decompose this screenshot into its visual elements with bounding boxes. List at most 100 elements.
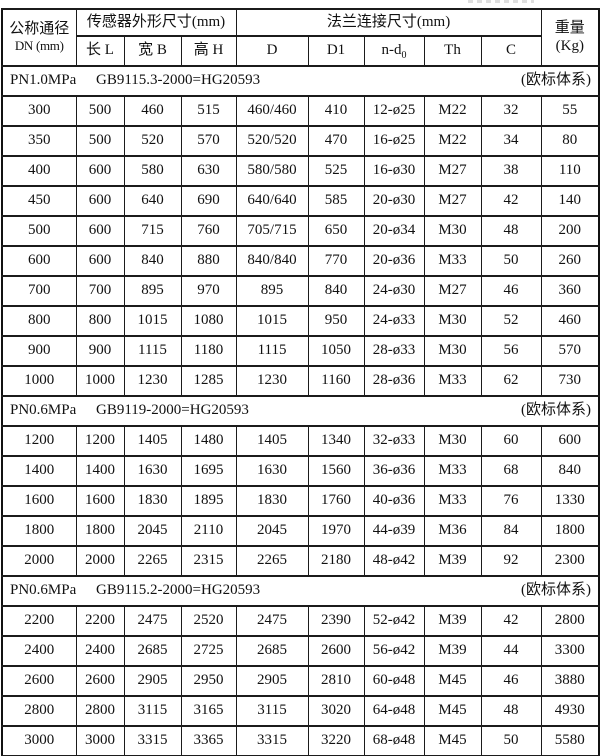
cell-nd0: 28-ø36 — [363, 365, 425, 397]
cell-d: 1115 — [235, 335, 309, 367]
cell-c: 52 — [480, 305, 542, 337]
cell-d1: 650 — [307, 215, 365, 247]
table-row: 500 600 715 760 705/715 650 20-ø34 M30 48 200 — [1, 215, 600, 247]
cell-b: 520 — [123, 125, 182, 157]
cell-dn: 1400 — [1, 455, 77, 487]
cell-b: 2685 — [123, 635, 182, 667]
cell-th: M30 — [423, 335, 482, 367]
cell-dn: 600 — [1, 245, 77, 277]
cell-d1: 1970 — [307, 515, 365, 547]
cell-d1: 1340 — [307, 425, 365, 457]
header-col-width: 宽 B — [123, 35, 182, 67]
cell-b: 1830 — [123, 485, 182, 517]
cell-b: 3315 — [123, 725, 182, 756]
cell-dn: 800 — [1, 305, 77, 337]
cell-d: 1630 — [235, 455, 309, 487]
cell-c: 48 — [480, 215, 542, 247]
cell-h: 515 — [180, 95, 237, 127]
cell-th: M33 — [423, 455, 482, 487]
cell-b: 1115 — [123, 335, 182, 367]
cell-b: 580 — [123, 155, 182, 187]
cell-c: 50 — [480, 245, 542, 277]
cell-th: M39 — [423, 635, 482, 667]
cell-d: 705/715 — [235, 215, 309, 247]
cell-weight: 1330 — [540, 485, 600, 517]
cell-l: 2600 — [75, 665, 125, 697]
cell-th: M27 — [423, 275, 482, 307]
cell-dn: 900 — [1, 335, 77, 367]
cell-th: M45 — [423, 665, 482, 697]
cell-l: 700 — [75, 275, 125, 307]
cell-l: 2400 — [75, 635, 125, 667]
cell-d1: 2810 — [307, 665, 365, 697]
header-col-c: C — [480, 35, 542, 67]
header-flange-group-label: 法兰连接尺寸(mm) — [326, 13, 451, 30]
header-sensor-group-label: 传感器外形尺寸(mm) — [86, 13, 226, 30]
cell-nd0: 60-ø48 — [363, 665, 425, 697]
section-row: PN0.6MPa GB9119-2000=HG20593 (欧标体系) — [1, 395, 600, 427]
cell-dn: 300 — [1, 95, 77, 127]
cell-th: M30 — [423, 425, 482, 457]
cell-d: 3315 — [235, 725, 309, 756]
cell-nd0: 16-ø25 — [363, 125, 425, 157]
header-col-nd0-base: n-d — [381, 42, 402, 59]
table-row: 600 600 840 880 840/840 770 20-ø36 M33 50 260 — [1, 245, 600, 277]
cell-th: M30 — [423, 305, 482, 337]
cell-h: 2950 — [180, 665, 237, 697]
cell-d1: 2180 — [307, 545, 365, 577]
cell-th: M45 — [423, 725, 482, 756]
cell-l: 500 — [75, 125, 125, 157]
cell-d: 460/460 — [235, 95, 309, 127]
cell-weight: 840 — [540, 455, 600, 487]
cell-d1: 525 — [307, 155, 365, 187]
cell-dn: 2600 — [1, 665, 77, 697]
cell-l: 2800 — [75, 695, 125, 727]
cell-dn: 1800 — [1, 515, 77, 547]
cell-c: 76 — [480, 485, 542, 517]
cell-c: 48 — [480, 695, 542, 727]
header-dn-unit: DN (mm) — [14, 37, 64, 53]
cell-l: 2200 — [75, 605, 125, 637]
cell-h: 3165 — [180, 695, 237, 727]
cell-dn: 3000 — [1, 725, 77, 756]
cell-c: 34 — [480, 125, 542, 157]
cell-d1: 3220 — [307, 725, 365, 756]
cell-h: 3365 — [180, 725, 237, 756]
cell-weight: 2300 — [540, 545, 600, 577]
table-body: PN1.0MPa GB9115.3-2000=HG20593 (欧标体系) 300 50… — [1, 65, 600, 756]
cell-h: 1180 — [180, 335, 237, 367]
cell-b: 460 — [123, 95, 182, 127]
table-row: 2000 2000 2265 2315 2265 2180 48-ø42 M39 92 2300 — [1, 545, 600, 577]
cell-nd0: 12-ø25 — [363, 95, 425, 127]
cell-h: 880 — [180, 245, 237, 277]
section-row: PN0.6MPa GB9115.2-2000=HG20593 (欧标体系) — [1, 575, 600, 607]
cell-l: 600 — [75, 185, 125, 217]
cell-d1: 1760 — [307, 485, 365, 517]
section-cell: PN0.6MPa GB9115.2-2000=HG20593 (欧标体系) — [1, 575, 600, 607]
cell-th: M22 — [423, 125, 482, 157]
header-flange-group: 法兰连接尺寸(mm) — [235, 8, 542, 37]
cell-weight: 2800 — [540, 605, 600, 637]
cell-l: 800 — [75, 305, 125, 337]
cell-c: 50 — [480, 725, 542, 756]
section-system-label: (欧标体系) — [521, 72, 592, 89]
cell-weight: 1800 — [540, 515, 600, 547]
cell-b: 2045 — [123, 515, 182, 547]
cell-d: 2045 — [235, 515, 309, 547]
cell-h: 1285 — [180, 365, 237, 397]
table-header: 公称通径 DN (mm) 传感器外形尺寸(mm) 法兰连接尺寸(mm) 重量 (… — [1, 8, 600, 67]
cell-d1: 1560 — [307, 455, 365, 487]
cell-d1: 770 — [307, 245, 365, 277]
cell-dn: 400 — [1, 155, 77, 187]
cell-weight: 110 — [540, 155, 600, 187]
cell-c: 46 — [480, 665, 542, 697]
cell-d: 2265 — [235, 545, 309, 577]
cell-l: 1800 — [75, 515, 125, 547]
cell-b: 1015 — [123, 305, 182, 337]
cell-h: 1080 — [180, 305, 237, 337]
cell-th: M30 — [423, 215, 482, 247]
cell-nd0: 48-ø42 — [363, 545, 425, 577]
cell-weight: 260 — [540, 245, 600, 277]
cell-h: 2520 — [180, 605, 237, 637]
cell-d: 895 — [235, 275, 309, 307]
